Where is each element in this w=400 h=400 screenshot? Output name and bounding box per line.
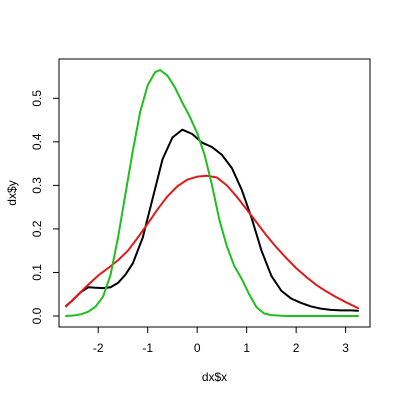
x-tick-label: 1 — [243, 341, 250, 355]
density-line-green — [65, 69, 359, 317]
series-layer — [65, 69, 359, 317]
x-axis: -2 -1 0 1 2 3 — [93, 326, 349, 355]
density-line-red — [65, 174, 359, 310]
y-tick-label: 0.4 — [30, 133, 44, 150]
x-tick-label: 3 — [342, 341, 349, 355]
y-axis-title: dx$y — [5, 180, 19, 205]
y-tick-label: 0.2 — [30, 220, 44, 237]
y-tick-label: 0.3 — [30, 177, 44, 194]
x-tick-label: -1 — [142, 341, 153, 355]
x-axis-title: dx$x — [202, 370, 227, 384]
y-axis: 0.0 0.1 0.2 0.3 0.4 0.5 — [30, 90, 60, 324]
x-tick-label: -2 — [93, 341, 104, 355]
y-tick-label: 0.1 — [30, 264, 44, 281]
x-tick-label: 2 — [293, 341, 300, 355]
y-tick-label: 0.0 — [30, 307, 44, 324]
y-tick-label: 0.5 — [30, 90, 44, 107]
x-tick-label: 0 — [194, 341, 201, 355]
